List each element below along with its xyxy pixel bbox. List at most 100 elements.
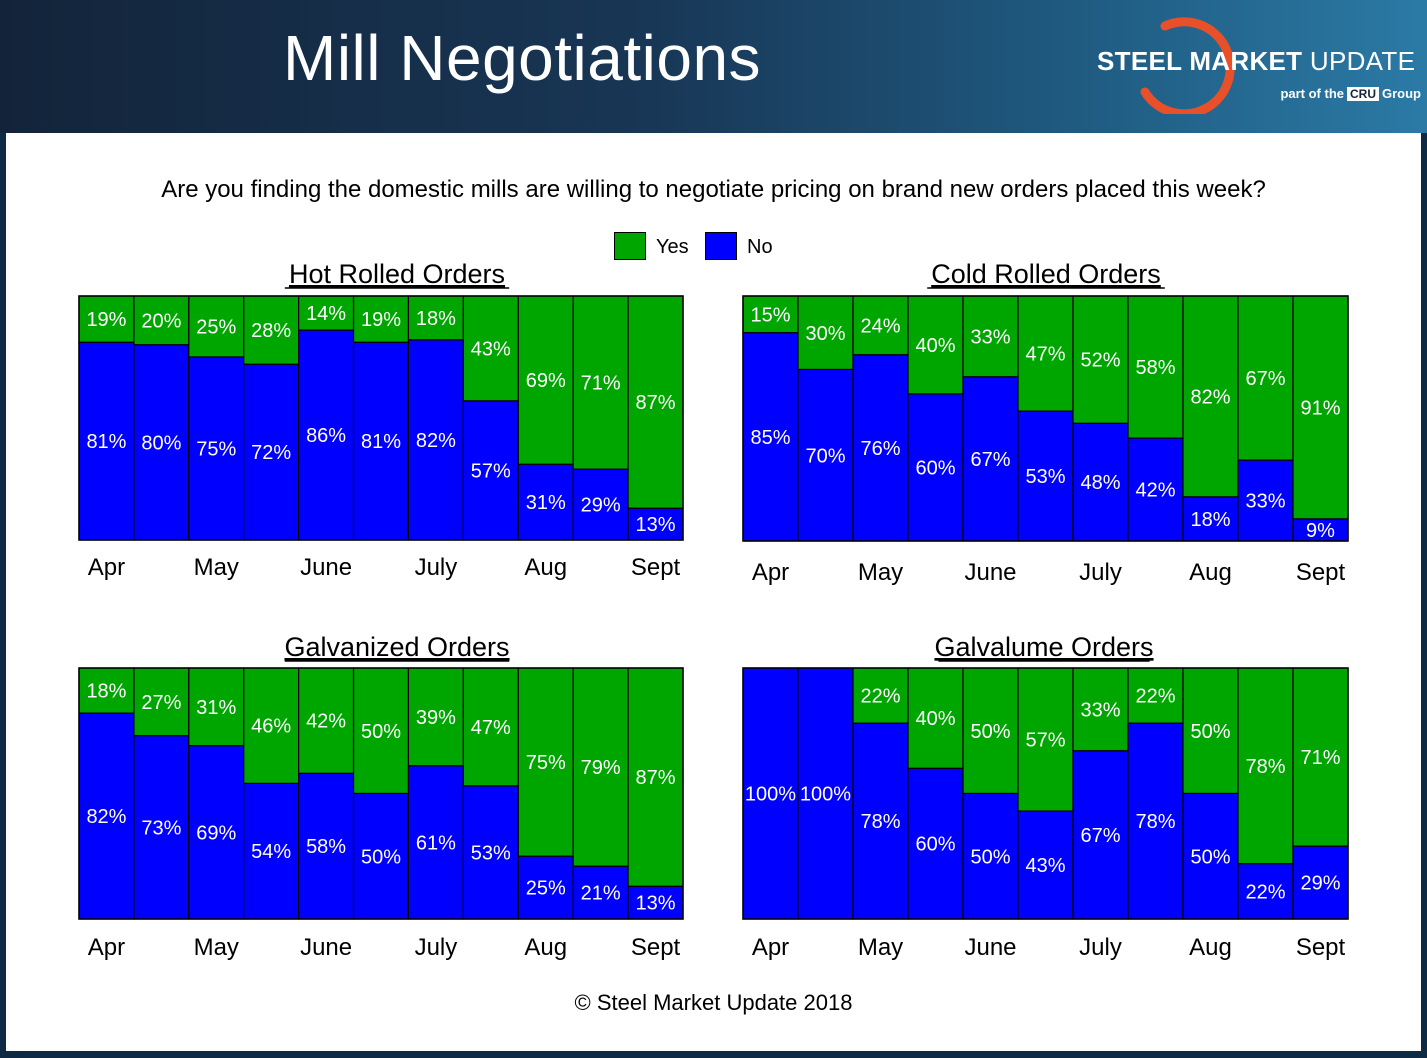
plot-frame	[742, 667, 1349, 920]
data-label-no: 78%	[860, 811, 900, 833]
data-label-yes: 58%	[1135, 357, 1175, 379]
x-tick-label: Apr	[752, 559, 789, 586]
bar-yes	[243, 295, 300, 365]
header-banner: Mill Negotiations STEEL MARKET UPDATE pa…	[0, 0, 1427, 133]
data-label-yes: 39%	[416, 707, 456, 729]
x-tick-label: June	[964, 934, 1016, 961]
data-label-yes: 82%	[1190, 386, 1230, 408]
chart-4: 100% 100% 22% 78% 40% 60% 50% 50% 57% 43% 33% 67% 22…	[742, 632, 1349, 961]
data-label-yes: 27%	[141, 692, 181, 714]
data-label-yes: 87%	[636, 392, 676, 414]
chart-3: 18% 82% 27% 73% 31% 69% 46% 54% 42% 58% 50% 50% 39% 6…	[78, 632, 684, 961]
plot-frame	[78, 295, 684, 541]
x-tick-label: Apr	[88, 554, 125, 581]
data-label-yes: 71%	[1300, 747, 1340, 769]
chart-2: 15% 85% 30% 70% 24% 76% 40% 60% 33% 67% 47% 53% 52% 4…	[742, 259, 1349, 586]
x-tick-label: Aug	[1189, 934, 1232, 961]
data-label-no: 50%	[970, 846, 1010, 868]
bar-no	[742, 667, 799, 920]
data-label-yes: 75%	[526, 752, 566, 774]
data-label-no: 81%	[361, 431, 401, 453]
data-label-yes: 67%	[1245, 368, 1285, 390]
data-label-yes: 30%	[805, 323, 845, 345]
data-label-yes: 46%	[251, 716, 291, 738]
data-label-no: 31%	[526, 492, 566, 514]
survey-question: Are you finding the domestic mills are w…	[161, 176, 1266, 203]
bar-yes	[962, 667, 1019, 795]
bar-yes	[907, 667, 964, 770]
data-label-yes: 78%	[1245, 756, 1285, 778]
bar-no	[852, 354, 909, 542]
data-label-no: 67%	[1080, 825, 1120, 847]
bar-yes	[627, 295, 684, 509]
bar-yes	[852, 667, 909, 724]
bar-yes	[352, 295, 410, 343]
data-label-yes: 20%	[141, 310, 181, 332]
bar-no	[407, 339, 464, 541]
data-label-no: 75%	[196, 439, 236, 461]
data-label-no: 82%	[86, 806, 126, 828]
bar-no	[133, 735, 190, 920]
bar-no	[1237, 459, 1294, 542]
data-label-no: 43%	[1025, 855, 1065, 877]
data-label-no: 76%	[860, 438, 900, 460]
bar-yes	[1017, 667, 1074, 812]
bar-yes	[78, 667, 135, 714]
bar-no	[298, 772, 355, 920]
data-label-no: 13%	[636, 893, 676, 915]
bar-no	[962, 792, 1019, 920]
data-label-yes: 50%	[970, 721, 1010, 743]
data-label-yes: 24%	[860, 315, 900, 337]
logo-subtitle: part of the CRU Group	[1280, 86, 1421, 101]
data-label-yes: 50%	[1190, 721, 1230, 743]
data-label-no: 78%	[1135, 811, 1175, 833]
bar-yes	[133, 667, 190, 737]
data-label-no: 54%	[251, 841, 291, 863]
bar-no	[517, 463, 574, 541]
data-label-no: 48%	[1080, 472, 1120, 494]
data-label-no: 42%	[1135, 480, 1175, 502]
data-label-no: 60%	[915, 458, 955, 480]
data-label-no: 33%	[1245, 491, 1285, 513]
x-tick-label: May	[194, 934, 239, 961]
data-label-yes: 28%	[251, 320, 291, 342]
bar-no	[407, 765, 464, 920]
data-label-yes: 79%	[581, 757, 621, 779]
bar-no	[742, 332, 799, 542]
cru-logo: CRU	[1347, 87, 1379, 101]
logo-brand-bold: STEEL MARKET	[1097, 46, 1303, 76]
legend-yes-label: Yes	[656, 236, 689, 258]
x-tick-label: Apr	[88, 934, 125, 961]
data-label-no: 86%	[306, 425, 346, 447]
data-label-yes: 42%	[306, 711, 346, 733]
x-tick-label: Aug	[524, 554, 567, 581]
legend-no-label: No	[747, 236, 773, 258]
chart-title: Galvalume Orders	[934, 632, 1153, 662]
x-tick-label: July	[1079, 559, 1122, 586]
data-label-yes: 52%	[1080, 350, 1120, 372]
data-label-no: 18%	[1190, 509, 1230, 531]
bar-yes	[188, 295, 245, 358]
bar-no	[517, 855, 574, 920]
data-label-no: 53%	[1025, 466, 1065, 488]
data-label-yes: 18%	[416, 308, 456, 330]
bar-no	[133, 344, 190, 541]
x-tick-label: May	[858, 934, 903, 961]
data-label-yes: 31%	[196, 697, 236, 719]
data-label-no: 22%	[1245, 881, 1285, 903]
data-label-yes: 47%	[1025, 344, 1065, 366]
bar-no	[298, 329, 355, 541]
data-label-no: 9%	[1306, 520, 1335, 542]
data-label-no: 50%	[1190, 846, 1230, 868]
data-label-yes: 40%	[915, 708, 955, 730]
data-label-no: 21%	[581, 883, 621, 905]
data-label-no: 69%	[196, 822, 236, 844]
bar-no	[243, 363, 300, 541]
x-tick-label: Apr	[752, 934, 789, 961]
x-tick-label: May	[194, 554, 239, 581]
data-label-no: 100%	[800, 784, 851, 806]
data-label-yes: 43%	[471, 338, 511, 360]
x-tick-label: Sept	[631, 934, 681, 961]
data-label-yes: 22%	[860, 686, 900, 708]
data-label-yes: 47%	[471, 717, 511, 739]
